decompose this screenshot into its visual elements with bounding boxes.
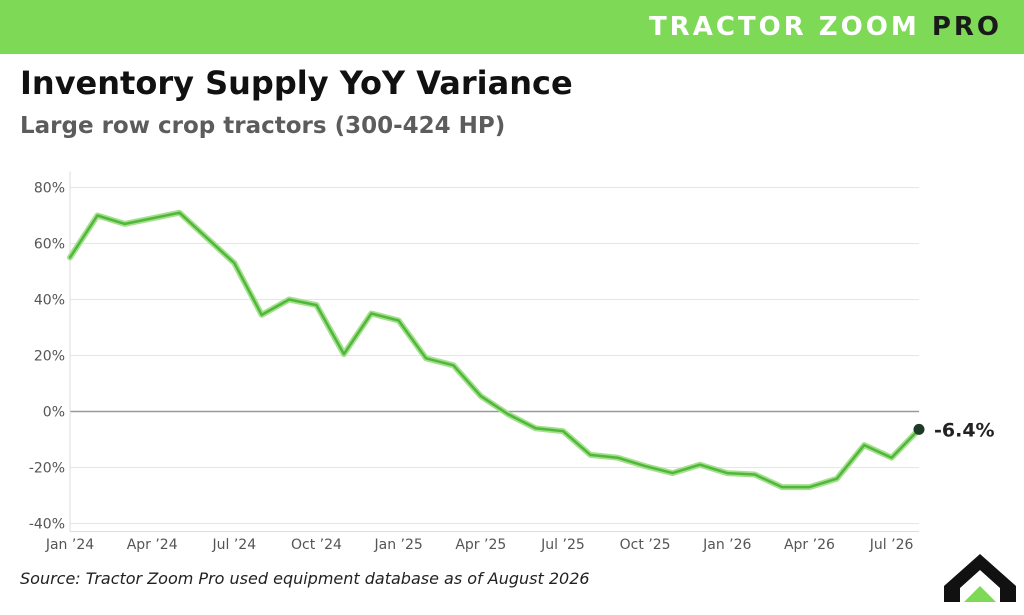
line-chart: 80% 60% 40% 20% 0% -20% -40% Jan ’24 Apr ’24 Jul… (29, 171, 995, 553)
gridlines (70, 187, 919, 524)
x-tick-label: Apr ’24 (127, 537, 178, 553)
brand-name: TRACTOR ZOOM PRO (649, 12, 1002, 42)
end-point-marker (913, 423, 925, 435)
x-tick-label: Jan ’26 (702, 537, 751, 553)
x-tick-label: Apr ’26 (784, 537, 835, 553)
y-tick-label: 0% (43, 405, 65, 421)
x-tick-label: Jan ’25 (373, 537, 422, 553)
y-axis: 80% 60% 40% 20% 0% -20% -40% (29, 171, 71, 533)
y-tick-label: 40% (34, 293, 65, 309)
tractor-zoom-logo-icon (944, 554, 1016, 602)
x-tick-label: Jan ’24 (45, 537, 94, 553)
x-tick-label: Apr ’25 (455, 537, 506, 553)
y-tick-label: 60% (34, 237, 65, 253)
y-tick-label: -20% (29, 461, 65, 477)
x-tick-label: Jul ’24 (212, 537, 257, 553)
end-value-label: -6.4% (934, 419, 995, 441)
x-axis: Jan ’24 Apr ’24 Jul ’24 Oct ’24 Jan ’25 Apr ’… (45, 531, 919, 553)
chart-subtitle: Large row crop tractors (300-424 HP) (20, 113, 506, 139)
brand-header-bar: TRACTOR ZOOM PRO (0, 0, 1024, 54)
source-note: Source: Tractor Zoom Pro used equipment … (20, 569, 590, 588)
y-tick-label: 20% (34, 349, 65, 365)
x-tick-label: Oct ’24 (291, 537, 342, 553)
chart-title: Inventory Supply YoY Variance (20, 64, 573, 102)
brand-name-pro: PRO (931, 12, 1002, 42)
brand-name-main: TRACTOR ZOOM (648, 12, 920, 42)
x-tick-label: Jul ’25 (540, 537, 585, 553)
y-tick-label: -40% (29, 517, 65, 533)
x-tick-label: Jul ’26 (869, 537, 914, 553)
x-tick-label: Oct ’25 (620, 537, 671, 553)
series-line (68, 211, 921, 489)
series: -6.4% (67, 209, 995, 491)
series-line-glow (67, 209, 922, 491)
y-tick-label: 80% (34, 181, 65, 197)
